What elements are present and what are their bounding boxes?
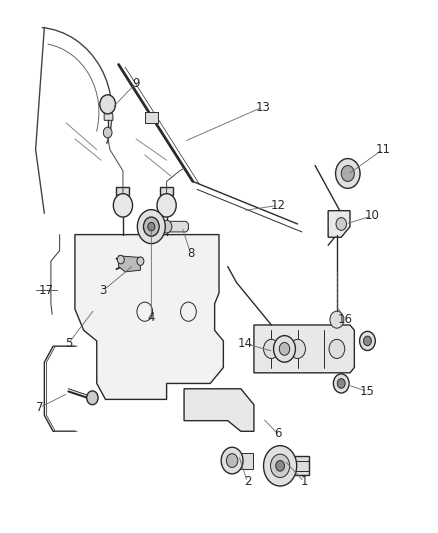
Text: 15: 15 <box>360 385 375 398</box>
Polygon shape <box>254 325 354 373</box>
Text: 11: 11 <box>375 143 390 156</box>
Circle shape <box>161 220 172 233</box>
Circle shape <box>360 332 375 351</box>
Polygon shape <box>75 235 223 399</box>
Circle shape <box>138 209 165 244</box>
Circle shape <box>137 257 144 265</box>
Circle shape <box>157 193 176 217</box>
Text: 4: 4 <box>148 311 155 324</box>
Circle shape <box>221 447 243 474</box>
Text: 6: 6 <box>274 427 282 440</box>
Polygon shape <box>145 112 158 123</box>
Circle shape <box>226 454 238 467</box>
Polygon shape <box>119 256 141 272</box>
Circle shape <box>279 343 290 356</box>
Circle shape <box>87 391 98 405</box>
Circle shape <box>271 454 290 478</box>
Circle shape <box>330 311 344 328</box>
Text: 17: 17 <box>39 284 54 297</box>
Circle shape <box>329 340 345 359</box>
Bar <box>240 453 253 469</box>
Text: 13: 13 <box>255 101 270 114</box>
Bar <box>117 187 130 195</box>
Polygon shape <box>164 221 188 232</box>
Circle shape <box>117 255 124 264</box>
Circle shape <box>336 159 360 188</box>
Circle shape <box>148 222 155 231</box>
Circle shape <box>274 336 295 362</box>
Text: 5: 5 <box>65 337 72 350</box>
Text: 8: 8 <box>187 247 194 260</box>
Bar <box>291 456 308 475</box>
Circle shape <box>100 95 116 114</box>
Text: 1: 1 <box>300 475 308 488</box>
Circle shape <box>364 336 371 346</box>
Circle shape <box>103 127 112 138</box>
Text: 2: 2 <box>244 475 251 488</box>
Text: 16: 16 <box>338 313 353 326</box>
Text: 14: 14 <box>238 337 253 350</box>
Text: 7: 7 <box>36 401 44 414</box>
Circle shape <box>113 193 133 217</box>
Circle shape <box>264 446 297 486</box>
Polygon shape <box>104 104 113 120</box>
Text: 10: 10 <box>364 209 379 222</box>
Circle shape <box>276 461 285 471</box>
Circle shape <box>336 217 346 230</box>
Circle shape <box>264 340 279 359</box>
Text: 9: 9 <box>132 77 140 90</box>
Circle shape <box>290 340 305 359</box>
Text: 3: 3 <box>99 284 107 297</box>
Bar <box>160 187 173 195</box>
Polygon shape <box>328 211 350 237</box>
Polygon shape <box>184 389 254 431</box>
Circle shape <box>333 374 349 393</box>
Circle shape <box>341 165 354 181</box>
Text: 12: 12 <box>270 199 286 212</box>
Circle shape <box>144 217 159 236</box>
Circle shape <box>337 378 345 388</box>
